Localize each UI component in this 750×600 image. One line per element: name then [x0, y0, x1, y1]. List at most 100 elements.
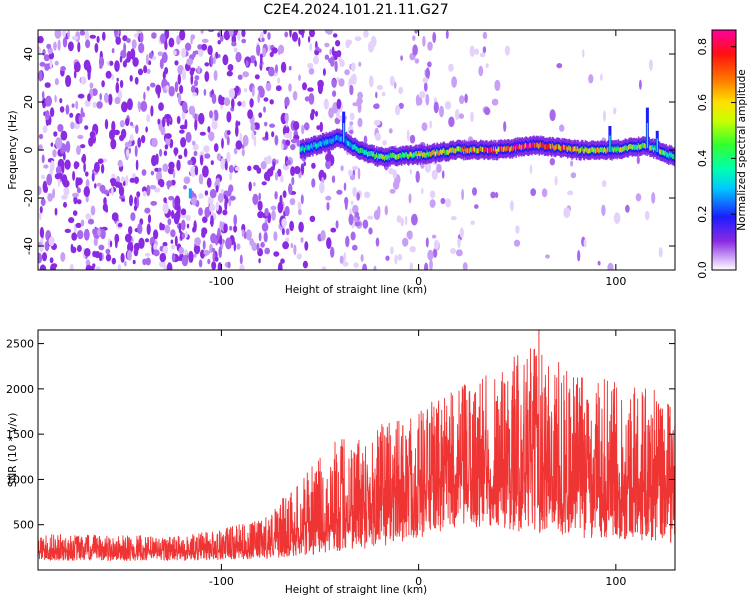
heatmap-speckle — [137, 137, 142, 148]
heatmap-track-core — [383, 154, 385, 160]
heatmap-track-core — [528, 143, 531, 149]
heatmap-speckle — [134, 196, 137, 206]
heatmap-speckle — [425, 93, 430, 106]
heatmap-speckle — [163, 197, 167, 203]
heatmap-track-core — [465, 147, 468, 153]
heatmap-track-core — [617, 145, 620, 151]
heatmap-speckle — [601, 204, 606, 216]
heatmap-speckle — [484, 107, 491, 116]
colorbar-tick-label: 0.4 — [696, 150, 709, 168]
heatmap-speckle — [62, 37, 68, 48]
heatmap-speckle — [111, 73, 114, 81]
heatmap-speckle — [172, 170, 176, 179]
heatmap-speckle — [162, 163, 169, 172]
heatmap-track-core — [344, 138, 347, 144]
heatmap-track-core — [671, 153, 674, 159]
heatmap-speckle — [309, 42, 313, 52]
heatmap-speckle — [101, 186, 105, 194]
heatmap-track-core — [603, 148, 605, 154]
heatmap-speckle — [185, 230, 188, 239]
heatmap-speckle — [285, 228, 290, 236]
heatmap-speckle — [170, 244, 176, 250]
heatmap-speckle — [167, 218, 172, 226]
heatmap-speckle — [108, 93, 113, 106]
heatmap-speckle — [249, 98, 254, 108]
heatmap-track-core — [549, 143, 551, 149]
heatmap-track-core — [418, 151, 421, 157]
heatmap-speckle — [89, 34, 97, 39]
heatmap-speckle — [288, 65, 292, 71]
heatmap-track-core — [398, 153, 400, 159]
heatmap-track-core — [623, 146, 626, 152]
heatmap-track-core — [478, 148, 480, 154]
heatmap-track-core — [467, 148, 470, 154]
heatmap-speckle — [271, 210, 276, 221]
heatmap-speckle — [308, 93, 315, 105]
heatmap-speckle — [651, 192, 656, 204]
heatmap-speckle — [127, 241, 134, 253]
heatmap-track-core — [423, 152, 426, 158]
heatmap-track-core — [620, 147, 622, 153]
heatmap-speckle — [274, 191, 278, 200]
heatmap-speckle — [237, 121, 241, 126]
heatmap-speckle — [47, 193, 53, 202]
heatmap-speckle — [256, 167, 262, 174]
heatmap-speckle — [336, 189, 343, 195]
heatmap-speckle — [137, 68, 144, 76]
heatmap-speckle — [54, 78, 59, 86]
heatmap-track-core — [440, 150, 443, 156]
heatmap-speckle — [273, 251, 280, 257]
spectrogram-y-ticks: -40 -20 0 20 40 — [22, 47, 675, 255]
y-tick-label: 40 — [22, 47, 35, 61]
heatmap-speckle — [289, 30, 292, 38]
heatmap-track-core — [543, 144, 546, 150]
heatmap-speckle — [258, 192, 261, 201]
heatmap-speckle — [50, 263, 56, 270]
heatmap-track-core — [510, 145, 513, 151]
heatmap-track-core — [586, 147, 588, 153]
heatmap-track-core — [618, 146, 620, 152]
heatmap-speckle — [39, 264, 47, 270]
heatmap-track-core — [435, 150, 438, 156]
heatmap-track-core — [323, 140, 326, 146]
heatmap-speckle — [237, 30, 241, 41]
heatmap-speckle — [354, 211, 360, 218]
heatmap-speckle — [185, 131, 192, 143]
heatmap-track-core — [588, 148, 590, 154]
heatmap-speckle — [70, 121, 75, 130]
heatmap-track-core — [628, 144, 630, 150]
heatmap-speckle — [406, 129, 410, 142]
heatmap-speckle — [257, 200, 263, 211]
heatmap-speckle — [409, 262, 413, 270]
heatmap-speckle — [357, 101, 362, 114]
heatmap-speckle — [549, 109, 556, 122]
heatmap-speckle — [190, 74, 194, 85]
heatmap-speckle — [290, 144, 296, 151]
heatmap-track-core — [384, 154, 387, 160]
heatmap-speckle — [439, 105, 444, 118]
heatmap-speckle — [44, 82, 51, 88]
heatmap-speckle — [168, 161, 175, 170]
heatmap-speckle — [309, 30, 315, 38]
heatmap-speckle — [357, 91, 363, 100]
heatmap-speckle — [414, 58, 420, 64]
heatmap-speckle — [165, 85, 170, 91]
heatmap-speckle — [155, 84, 162, 95]
heatmap-track-core — [390, 152, 392, 158]
heatmap-speckle — [125, 118, 130, 126]
heatmap-speckle — [317, 82, 323, 95]
heatmap-speckle — [432, 32, 437, 43]
heatmap-track-core — [351, 143, 353, 149]
heatmap-speckle — [421, 187, 424, 195]
heatmap-track-core — [556, 143, 558, 149]
heatmap-speckle — [60, 130, 68, 141]
heatmap-speckle — [289, 198, 296, 206]
heatmap-speckle — [282, 139, 286, 145]
heatmap-speckle — [283, 132, 291, 139]
heatmap-track-core — [512, 145, 515, 151]
heatmap-track-core — [533, 141, 535, 147]
heatmap-speckle — [129, 177, 135, 183]
heatmap-speckle — [49, 107, 55, 118]
heatmap-track-core — [327, 139, 329, 145]
heatmap-speckle — [53, 131, 58, 137]
